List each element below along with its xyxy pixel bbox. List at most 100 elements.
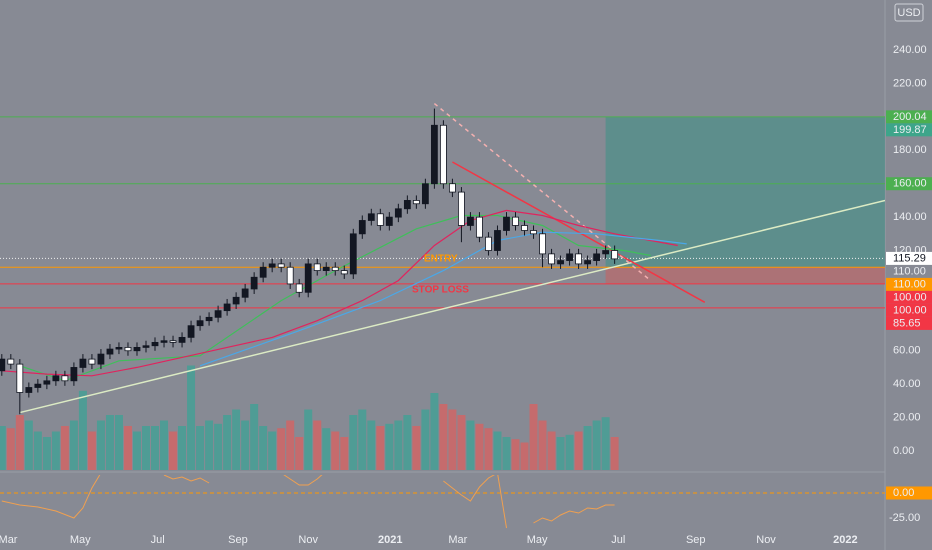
y-tick-label: 180.00 — [893, 144, 927, 156]
candle-body — [349, 233, 357, 275]
x-tick-label: May — [527, 534, 548, 546]
volume-bar — [412, 426, 421, 470]
volume-bar — [349, 415, 358, 470]
candle-body — [133, 347, 141, 352]
candle-body — [214, 310, 222, 318]
volume-bar — [286, 420, 295, 470]
volume-bar — [96, 420, 105, 470]
candle-body — [295, 283, 303, 293]
volume-bar — [475, 423, 484, 470]
volume-bar — [583, 426, 592, 470]
volume-bar — [60, 426, 69, 470]
target-zone — [605, 116, 885, 268]
x-tick-label: 2021 — [378, 534, 402, 546]
volume-bar — [484, 428, 493, 470]
candle-body — [331, 266, 339, 271]
candle-body — [313, 263, 321, 271]
candle-body — [476, 216, 483, 238]
x-tick-label: Jul — [611, 534, 625, 546]
candle-body — [79, 358, 87, 368]
osc-zero-badge — [886, 486, 932, 500]
candle-body — [196, 320, 204, 327]
candle-body — [151, 341, 159, 347]
osc-tick-label: -25.00 — [889, 512, 920, 524]
volume-bar — [313, 420, 322, 470]
currency[interactable]: USD — [897, 7, 920, 19]
candle-body — [421, 183, 429, 205]
candle-body — [602, 250, 610, 255]
candle-body — [43, 380, 51, 385]
price-label: 100.00 — [893, 291, 927, 303]
candle-body — [394, 208, 402, 218]
price-label: 100.00 — [893, 304, 927, 316]
candle-body — [223, 303, 231, 312]
candle-body — [70, 367, 78, 382]
volume-bar — [205, 420, 214, 470]
candle-body — [611, 250, 619, 260]
annotation: STOP LOSS — [412, 285, 469, 296]
volume-bar — [403, 415, 412, 470]
price-label: 85.65 — [893, 317, 921, 329]
volume-bar — [439, 404, 448, 470]
candle-body — [521, 225, 528, 231]
volume-bar — [448, 409, 457, 470]
candle-body — [548, 253, 555, 265]
candle-body — [367, 213, 375, 221]
volume-bar — [105, 415, 114, 470]
x-tick-label: Sep — [228, 534, 248, 546]
volume-bar — [78, 390, 87, 470]
candle-body — [467, 216, 474, 226]
oscillator-line — [443, 475, 507, 529]
x-tick-label: May — [70, 534, 91, 546]
candle-body — [160, 340, 168, 343]
volume-bar — [15, 415, 24, 470]
volume-bar — [367, 420, 376, 470]
volume-bar — [466, 420, 475, 470]
volume-bar — [6, 428, 15, 470]
currency-box[interactable] — [894, 3, 924, 22]
y-tick-label: 140.00 — [893, 211, 927, 223]
candle-body — [187, 325, 195, 338]
volume-bar — [160, 420, 169, 470]
candle-body — [106, 348, 114, 355]
annotation: ENTRY — [424, 254, 458, 265]
price-label: 200.04 — [893, 111, 927, 123]
volume-bar — [592, 420, 601, 470]
volume-bar — [538, 420, 547, 470]
candle-body — [124, 347, 132, 352]
candle-body — [304, 263, 312, 293]
volume-bar — [196, 426, 205, 470]
x-tick-label: Sep — [686, 534, 706, 546]
volume-bar — [394, 420, 403, 470]
price-pane: ENTRY STOP LOSS — [0, 102, 885, 470]
price-badge — [886, 277, 932, 291]
volume-bar — [295, 437, 304, 470]
volume-bar — [511, 439, 520, 470]
volume-bar — [87, 431, 96, 470]
price-badge — [886, 123, 932, 137]
volume-bar — [430, 393, 439, 470]
candle-body — [512, 216, 519, 226]
volume-bar — [42, 437, 51, 470]
y-tick-label: 240.00 — [893, 44, 927, 56]
y-tick-label: 60.00 — [893, 345, 921, 357]
candle-body — [34, 383, 42, 388]
y-tick-label: 40.00 — [893, 378, 921, 390]
price-badge — [886, 316, 932, 330]
x-tick-label: 2022 — [833, 534, 857, 546]
candle-body — [169, 340, 177, 343]
volume-bar — [178, 426, 187, 470]
volume-bar — [529, 404, 538, 470]
volume-bar — [169, 431, 178, 470]
volume-bar — [223, 415, 232, 470]
x-tick-label: Nov — [298, 534, 318, 546]
price-badge — [886, 303, 932, 317]
candle-body — [178, 336, 186, 343]
candle-body — [250, 276, 258, 290]
candle-body — [205, 316, 213, 322]
volume-bar — [51, 431, 60, 470]
candle-body — [277, 263, 285, 268]
volume-bar — [232, 409, 241, 470]
price-label: 115.29 — [893, 252, 926, 264]
